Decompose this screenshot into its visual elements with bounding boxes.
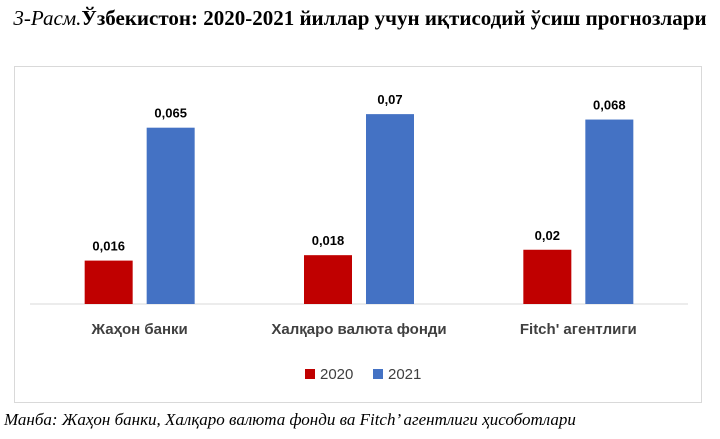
bar-2020-2	[523, 249, 572, 304]
chart-title: Ўзбекистон: 2020-2021 йиллар учун иқтисо…	[81, 6, 707, 30]
data-label-2020-2: 0,02	[535, 228, 560, 243]
data-label-2021-1: 0,07	[377, 92, 402, 107]
data-label-2020-1: 0,018	[312, 233, 345, 248]
chart-area: 0,016 0,065 Жаҳон банки 0,018 0,07 Халқаро ва…	[14, 66, 702, 403]
legend-label-2021: 2021	[388, 366, 421, 383]
legend-label-2020: 2020	[320, 366, 353, 383]
x-tick-label-2: Fitch' агентлиги	[520, 321, 637, 338]
bar-2020-0	[84, 260, 133, 304]
data-label-2021-0: 0,065	[154, 106, 187, 121]
x-tick-label-1: Халқаро валюта фонди	[271, 321, 446, 338]
bar-2021-1	[366, 114, 414, 304]
source-note: Манба: Жаҳон банки, Халқаро валюта фонди…	[4, 410, 576, 429]
data-label-2021-2: 0,068	[593, 98, 626, 113]
figure-caption: 3-Расм.Ўзбекистон: 2020-2021 йиллар учун…	[0, 2, 720, 34]
data-label-2020-0: 0,016	[92, 239, 125, 254]
bar-2021-0	[146, 127, 195, 304]
bar-chart: 0,016 0,065 Жаҳон банки 0,018 0,07 Халқаро ва…	[30, 92, 688, 383]
bar-2021-2	[585, 119, 634, 304]
caption-prefix: 3-Расм.	[13, 6, 82, 30]
x-tick-label-0: Жаҳон банки	[91, 321, 188, 338]
legend-swatch-2021	[373, 369, 383, 379]
bar-2020-1	[304, 255, 352, 304]
legend-swatch-2020	[305, 369, 315, 379]
